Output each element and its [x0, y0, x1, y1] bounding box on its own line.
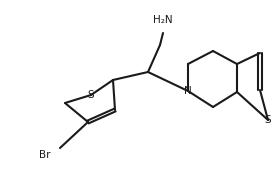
Text: H₂N: H₂N — [153, 15, 173, 25]
Text: S: S — [265, 115, 271, 125]
Text: Br: Br — [39, 150, 51, 160]
Text: N: N — [184, 86, 192, 96]
Text: S: S — [88, 90, 94, 100]
